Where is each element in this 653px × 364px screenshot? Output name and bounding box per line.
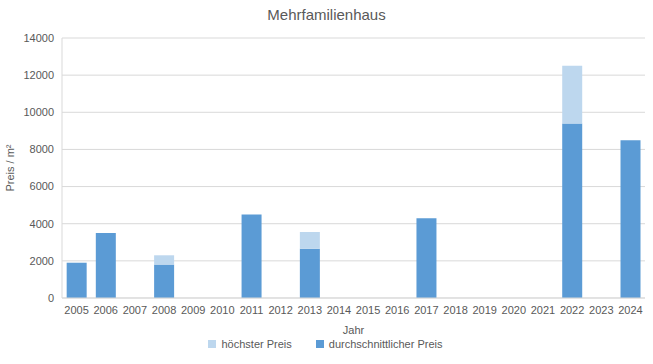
svg-text:2008: 2008 bbox=[152, 304, 176, 316]
svg-text:2000: 2000 bbox=[30, 255, 54, 267]
svg-text:14000: 14000 bbox=[23, 32, 54, 44]
svg-text:12000: 12000 bbox=[23, 69, 54, 81]
svg-text:2009: 2009 bbox=[181, 304, 205, 316]
svg-text:2023: 2023 bbox=[589, 304, 613, 316]
svg-text:2021: 2021 bbox=[531, 304, 555, 316]
svg-text:2024: 2024 bbox=[618, 304, 642, 316]
svg-text:8000: 8000 bbox=[30, 143, 54, 155]
svg-text:6000: 6000 bbox=[30, 180, 54, 192]
html-text:höchster Preis: höchster Preis bbox=[221, 338, 292, 350]
svg-text:10000: 10000 bbox=[23, 106, 54, 118]
svg-text:2018: 2018 bbox=[443, 304, 467, 316]
svg-text:2012: 2012 bbox=[268, 304, 292, 316]
svg-text:2005: 2005 bbox=[64, 304, 88, 316]
svg-text:2011: 2011 bbox=[240, 304, 264, 316]
svg-text:2015: 2015 bbox=[356, 304, 380, 316]
svg-text:2007: 2007 bbox=[123, 304, 147, 316]
svg-text:2022: 2022 bbox=[560, 304, 584, 316]
html-text:durchschnittlicher Preis: durchschnittlicher Preis bbox=[328, 338, 443, 350]
svg-text:4000: 4000 bbox=[30, 218, 54, 230]
html-text:Mehrfamilienhaus: Mehrfamilienhaus bbox=[267, 6, 386, 23]
svg-text:2010: 2010 bbox=[210, 304, 234, 316]
svg-text:2014: 2014 bbox=[327, 304, 351, 316]
svg-text:2016: 2016 bbox=[385, 304, 409, 316]
svg-text:Preis / m²: Preis / m² bbox=[8, 144, 16, 191]
svg-text:2013: 2013 bbox=[298, 304, 322, 316]
svg-text:2020: 2020 bbox=[502, 304, 526, 316]
svg-text:2019: 2019 bbox=[472, 304, 496, 316]
svg-text:2006: 2006 bbox=[93, 304, 117, 316]
svg-text:Jahr: Jahr bbox=[343, 324, 365, 336]
svg-text:0: 0 bbox=[48, 292, 54, 304]
svg-text:2017: 2017 bbox=[414, 304, 438, 316]
